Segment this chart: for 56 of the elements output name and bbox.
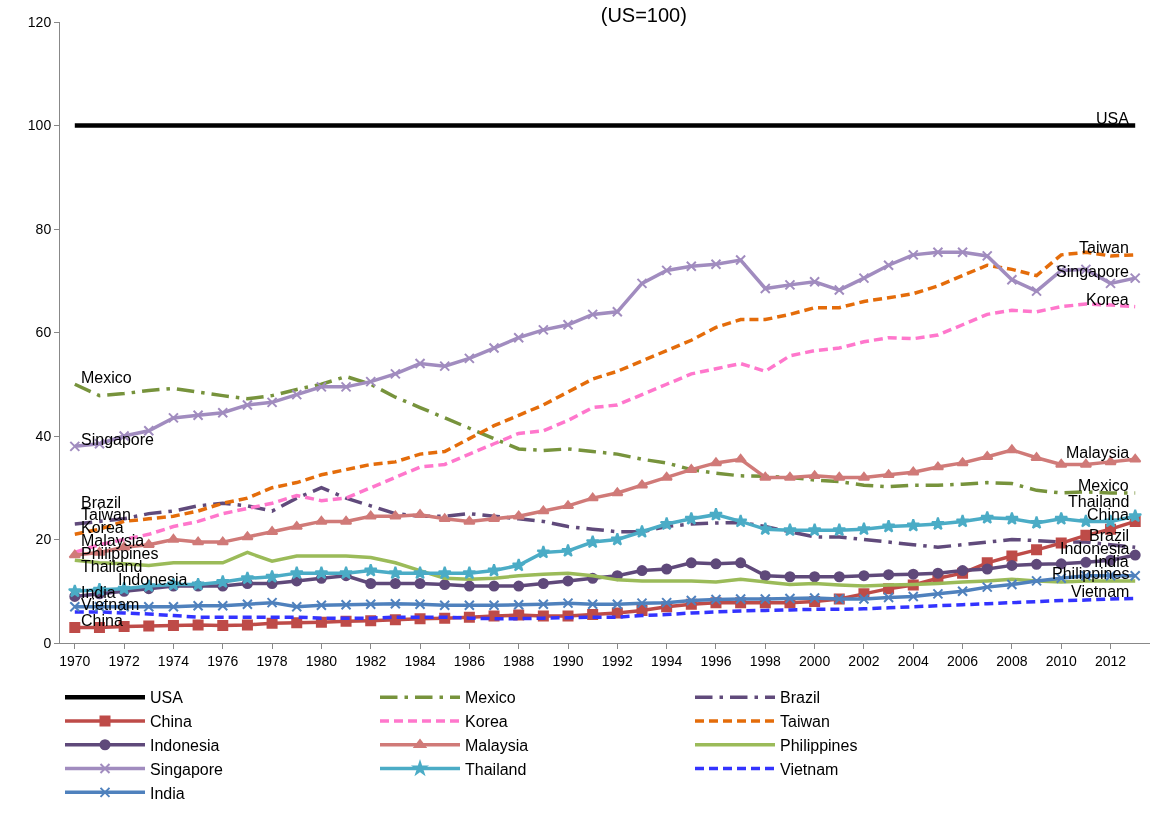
x-tick-label: 1996 [700,652,732,669]
y-tick-label: 80 [35,220,52,237]
annotation: Korea [1086,291,1129,308]
legend-label: Thailand [465,760,527,778]
legend-label: Vietnam [780,760,839,778]
annotation: China [81,612,123,629]
x-tick-label: 2002 [848,652,880,669]
annotation: Vietnam [1071,583,1130,600]
x-tick-label: 2008 [996,652,1028,669]
annotation: Indonesia [1060,540,1130,557]
x-tick-label: 1972 [108,652,140,669]
x-tick-label: 2000 [799,652,831,669]
x-tick-label: 1986 [453,652,486,669]
annotation: Singapore [1056,263,1130,280]
y-tick-label: 100 [27,117,52,134]
legend-label: India [150,784,185,802]
y-tick-label: 20 [35,531,52,548]
chart-title: (US=100) [600,4,687,27]
x-tick-label: 1982 [355,652,387,669]
x-tick-label: 1976 [207,652,239,669]
x-tick-label: 2012 [1094,652,1127,669]
legend-label: USA [150,689,184,707]
x-tick-label: 1988 [503,652,535,669]
annotation: Taiwan [1079,239,1129,256]
annotation: USA [1096,110,1130,127]
annotation: Singapore [81,431,155,448]
y-tick-label: 60 [35,324,52,341]
legend-label: China [150,713,192,731]
legend-label: Brazil [780,689,821,707]
annotation: Mexico [1078,477,1129,494]
x-tick-label: 1974 [157,652,190,669]
legend-label: Philippines [780,737,858,754]
x-tick-label: 1998 [749,652,782,669]
annotation: Malaysia [1066,444,1130,461]
x-tick-label: 2006 [947,652,979,669]
legend-label: Singapore [150,760,224,778]
legend-label: Indonesia [150,737,220,754]
x-tick-label: 2010 [1045,652,1077,669]
y-tick-label: 0 [43,634,52,651]
annotation: Indonesia [118,571,188,588]
x-tick-label: 1990 [552,652,584,669]
legend-label: Korea [465,713,508,731]
x-tick-label: 1980 [305,652,338,669]
annotation: Mexico [81,369,132,386]
legend-label: Malaysia [465,737,529,754]
y-tick-label: 40 [35,427,52,444]
x-tick-label: 2004 [897,652,930,669]
y-tick-label: 120 [27,13,52,30]
x-tick-label: 1994 [651,652,683,669]
legend-label: Mexico [465,689,516,707]
x-tick-label: 1970 [59,652,91,669]
x-tick-label: 1978 [256,652,288,669]
legend-label: Taiwan [780,713,830,731]
x-tick-label: 1992 [601,652,634,669]
annotation: Malaysia [81,532,145,549]
x-tick-label: 1984 [404,652,436,669]
